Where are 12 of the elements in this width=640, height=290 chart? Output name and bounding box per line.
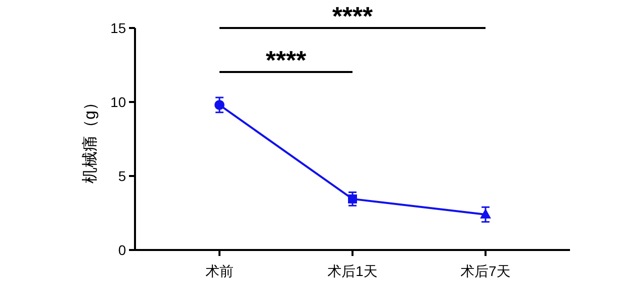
point bbox=[214, 100, 224, 110]
point bbox=[480, 208, 492, 218]
y-tick-label: 0 bbox=[118, 242, 126, 258]
annotation: **** bbox=[332, 1, 374, 31]
x-tick-label: 术前 bbox=[205, 263, 234, 279]
y-tick-label: 5 bbox=[118, 168, 126, 184]
y-tick-label: 10 bbox=[110, 94, 126, 110]
y-axis-title: 机械痛（g） bbox=[81, 94, 99, 184]
x-tick-label: 术后1天 bbox=[328, 263, 378, 279]
annotation: **** bbox=[266, 45, 308, 75]
y-tick-label: 15 bbox=[110, 20, 126, 36]
x-tick-label: 术后7天 bbox=[460, 263, 510, 279]
